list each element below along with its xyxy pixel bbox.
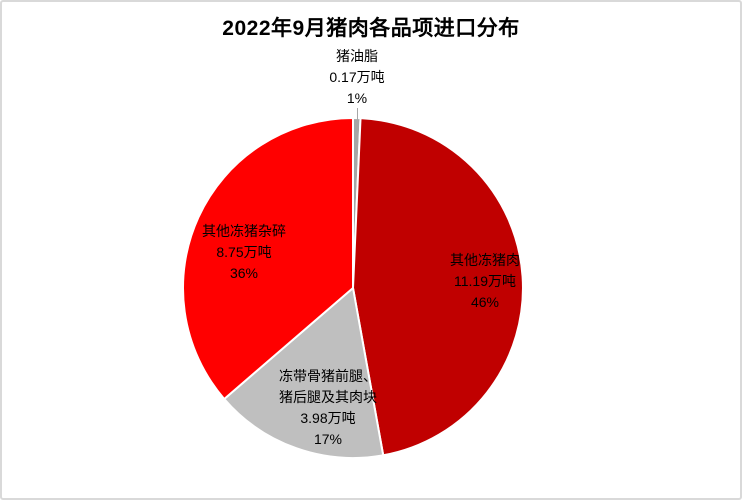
slice-name: 冻带骨猪前腿、 bbox=[279, 368, 377, 384]
slice-amount: 3.98万吨 bbox=[300, 410, 356, 426]
leader-line bbox=[357, 108, 358, 120]
slice-amount: 0.17万吨 bbox=[329, 69, 385, 85]
slice-name: 猪后腿及其肉块 bbox=[279, 389, 377, 405]
slice-name: 其他冻猪肉 bbox=[450, 252, 520, 268]
pie-data-label-lard: 猪油脂 0.17万吨 1% bbox=[277, 46, 437, 109]
pie-slice-other-frozen-pork bbox=[351, 117, 524, 457]
slice-percent: 17% bbox=[313, 431, 343, 447]
pie-slice-bone-in-front-hind-legs bbox=[222, 286, 385, 459]
chart-title: 2022年9月猪肉各品项进口分布 bbox=[222, 17, 520, 40]
slice-amount: 8.75万吨 bbox=[216, 244, 272, 260]
slice-percent: 46% bbox=[470, 294, 500, 310]
slice-name: 其他冻猪杂碎 bbox=[202, 223, 286, 239]
pie-data-label-other-frozen-offal: 其他冻猪杂碎 8.75万吨 36% bbox=[164, 221, 324, 284]
slice-percent: 1% bbox=[346, 90, 368, 106]
slice-name: 猪油脂 bbox=[336, 48, 378, 64]
pie-data-label-bone-in-legs: 冻带骨猪前腿、 猪后腿及其肉块 3.98万吨 17% bbox=[248, 366, 408, 450]
pie-data-label-other-frozen-pork: 其他冻猪肉 11.19万吨 46% bbox=[405, 250, 565, 313]
slice-amount: 11.19万吨 bbox=[454, 273, 516, 289]
slice-percent: 36% bbox=[229, 265, 259, 281]
pie-slice-other-frozen-offal bbox=[182, 116, 354, 401]
